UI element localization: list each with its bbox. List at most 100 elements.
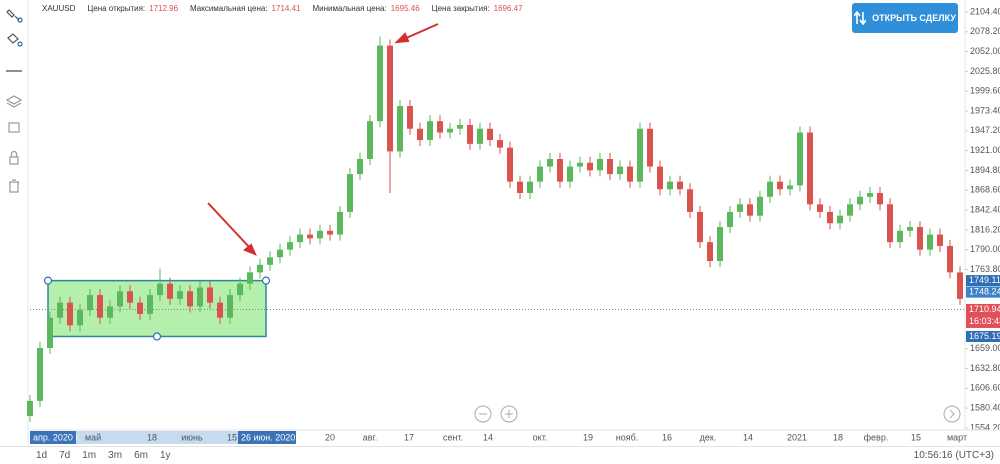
candle-body bbox=[827, 211, 833, 224]
candle-body bbox=[197, 287, 203, 307]
period[interactable]: 6m bbox=[134, 450, 148, 461]
candle-body bbox=[557, 158, 563, 182]
rectangle-handle bbox=[43, 276, 53, 285]
x-tick-label: 19 bbox=[583, 432, 593, 442]
arrow bbox=[403, 23, 439, 40]
candle-body bbox=[277, 249, 283, 258]
candle-body bbox=[417, 128, 423, 141]
countdown: 16:03:43 bbox=[969, 316, 1000, 326]
candle-body bbox=[807, 132, 813, 205]
candle-body bbox=[747, 204, 753, 216]
range-label: 26 июн. 2020 г. bbox=[241, 432, 302, 442]
price-label: 1749.11 bbox=[969, 275, 1000, 285]
footer: 1d 7d 1m 3m 6m 1y 10:56:16 (UTC+3) bbox=[0, 446, 1000, 464]
candle-body bbox=[927, 234, 933, 250]
candle-body bbox=[327, 230, 333, 235]
y-tick-label: 1763.80 bbox=[970, 264, 1000, 274]
candle-body bbox=[707, 242, 713, 262]
zoom-in-glyph bbox=[505, 410, 513, 418]
candle-body bbox=[577, 162, 583, 167]
candle-body bbox=[27, 400, 33, 417]
price-label-box bbox=[966, 330, 1000, 342]
zoom-controls bbox=[474, 405, 961, 423]
tool-copy[interactable] bbox=[8, 122, 20, 133]
symbol: XAUUSD bbox=[42, 4, 76, 13]
candle-body bbox=[37, 347, 43, 401]
candle-body bbox=[117, 291, 123, 307]
candle-body bbox=[187, 291, 193, 307]
y-tick-label: 1580.40 bbox=[970, 403, 1000, 413]
tool-brush[interactable] bbox=[6, 9, 20, 21]
candle-body bbox=[217, 302, 223, 318]
candle-body bbox=[877, 193, 883, 205]
x-tick-label: 15 bbox=[911, 432, 921, 442]
price-label: 1710.94 bbox=[969, 304, 1000, 314]
candle-body bbox=[97, 295, 103, 318]
period[interactable]: 1m bbox=[82, 450, 97, 461]
tool-brush-dot bbox=[17, 17, 23, 23]
x-tick-label: 14 bbox=[483, 432, 493, 442]
scroll-right-glyph bbox=[949, 409, 955, 419]
candle-body bbox=[357, 158, 363, 175]
candle-body bbox=[867, 193, 873, 197]
candle-body bbox=[617, 166, 623, 175]
button-icon bbox=[854, 11, 867, 25]
candle-body bbox=[467, 124, 473, 144]
period[interactable]: 7d bbox=[59, 450, 71, 461]
price-label-box bbox=[966, 275, 1000, 287]
candle-body bbox=[297, 234, 303, 243]
x-tick-label: май bbox=[85, 432, 101, 442]
candle-body bbox=[657, 166, 663, 190]
rectangle-handle bbox=[152, 332, 162, 341]
x-tick-label: июнь bbox=[181, 432, 203, 442]
arrow-head bbox=[394, 32, 410, 44]
price-label-box bbox=[966, 286, 1000, 298]
range-band bbox=[30, 431, 238, 444]
y-tick-label: 1816.20 bbox=[970, 224, 1000, 234]
candle-body bbox=[697, 211, 703, 243]
candle-body bbox=[957, 272, 963, 299]
x-tick-label: сент. bbox=[443, 432, 463, 442]
field-label: Цена закрытия: bbox=[431, 4, 490, 13]
candle-body bbox=[407, 106, 413, 129]
candle-body bbox=[367, 121, 373, 159]
candle-body bbox=[937, 234, 943, 246]
x-tick-label: 18 bbox=[833, 432, 843, 442]
x-tick-label: 15 bbox=[227, 432, 237, 442]
candle-body bbox=[537, 166, 543, 182]
candle-body bbox=[457, 124, 463, 129]
candle-body bbox=[257, 264, 263, 273]
tool-lock[interactable] bbox=[9, 150, 19, 165]
candle-body bbox=[527, 181, 533, 194]
period[interactable]: 3m bbox=[108, 450, 123, 461]
y-tick-label: 1947.20 bbox=[970, 125, 1000, 135]
x-tick-label: март bbox=[947, 432, 967, 442]
tool-fill[interactable] bbox=[7, 33, 19, 44]
candle-body bbox=[567, 166, 573, 182]
field-label: Цена открытия: bbox=[87, 4, 146, 13]
candle-body bbox=[147, 295, 153, 314]
x-tick-label: 18 bbox=[147, 432, 157, 442]
candle-body bbox=[857, 196, 863, 205]
y-tick-label: 1659.00 bbox=[970, 343, 1000, 353]
price-label: 1675.19 bbox=[969, 331, 1000, 341]
field-value: 1695.46 bbox=[390, 4, 420, 13]
x-tick-label: дек. bbox=[700, 432, 717, 442]
candle-body bbox=[337, 211, 343, 235]
x-tick-label: 14 bbox=[743, 432, 753, 442]
tool-layers[interactable] bbox=[5, 95, 23, 108]
candle-body bbox=[607, 158, 613, 175]
clock: 10:56:16 (UTC+3) bbox=[913, 450, 994, 461]
period[interactable]: 1y bbox=[159, 450, 171, 461]
tool-delete[interactable] bbox=[9, 179, 19, 193]
open-deal-button[interactable]: ОТКРЫТЬ СДЕЛКУ bbox=[852, 3, 958, 33]
candle-body bbox=[597, 158, 603, 171]
period-buttons: 1d 7d 1m 3m 6m 1y bbox=[36, 450, 171, 461]
candle-body bbox=[477, 128, 483, 144]
period[interactable]: 1d bbox=[36, 450, 48, 461]
candle-body bbox=[247, 272, 253, 284]
candle-body bbox=[307, 234, 313, 239]
x-tick-label: 16 bbox=[662, 432, 672, 442]
candle-body bbox=[77, 310, 83, 326]
